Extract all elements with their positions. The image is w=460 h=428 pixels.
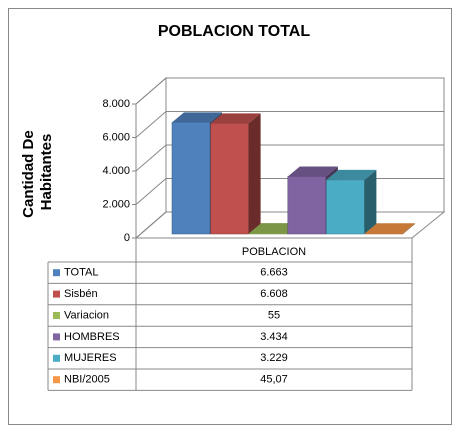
legend-label: Sisbén xyxy=(64,288,98,300)
legend-label: TOTAL xyxy=(64,267,98,279)
bar-top xyxy=(210,113,261,124)
chart-title: POBLACION TOTAL xyxy=(158,23,311,40)
grid-line xyxy=(135,77,444,105)
bar-front xyxy=(326,179,365,235)
legend-swatch xyxy=(53,290,60,298)
y-tick-label: 6.000 xyxy=(102,131,130,143)
legend-swatch xyxy=(53,269,60,277)
y-tick-label: 2.000 xyxy=(102,198,130,210)
bar-front xyxy=(171,122,211,235)
value-label: 6.608 xyxy=(260,288,288,300)
legend-swatch xyxy=(53,376,60,384)
value-label: 3.229 xyxy=(260,352,288,364)
legend-label: Variacion xyxy=(64,309,109,321)
legend-swatch xyxy=(53,354,60,362)
y-tick-label: 4.000 xyxy=(102,165,130,177)
bar-front xyxy=(248,232,288,235)
bar-side xyxy=(403,223,415,234)
bar-top xyxy=(249,223,300,234)
bar-front xyxy=(287,176,327,235)
legend-label: NBI/2005 xyxy=(64,374,110,386)
legend-label: MUJERES xyxy=(64,352,117,364)
bar-front xyxy=(210,123,249,235)
y-axis-title-line: Habitantes xyxy=(38,134,55,211)
bar-front xyxy=(364,232,404,235)
y-axis-title-line: Cantidad De xyxy=(20,130,37,218)
bar-top xyxy=(287,166,338,177)
bar-top xyxy=(172,112,222,123)
value-label: 45,07 xyxy=(260,374,288,386)
bar-side xyxy=(364,169,377,234)
value-label: 3.434 xyxy=(260,331,288,343)
y-tick-label: 8.000 xyxy=(102,98,130,110)
legend-swatch xyxy=(53,312,60,319)
legend-swatch xyxy=(53,333,60,341)
grid-line xyxy=(135,111,444,138)
y-axis-title: Cantidad De Habitantes xyxy=(20,126,55,218)
grid-line xyxy=(135,144,444,172)
table-header: POBLACION xyxy=(242,246,306,258)
legend-label: HOMBRES xyxy=(64,331,120,343)
value-label: 6.663 xyxy=(260,267,288,279)
bar-top xyxy=(365,223,415,234)
y-tick-label: 0 xyxy=(124,232,130,244)
bar-side xyxy=(248,113,261,234)
bar-top xyxy=(326,169,377,180)
value-label: 55 xyxy=(268,309,280,321)
